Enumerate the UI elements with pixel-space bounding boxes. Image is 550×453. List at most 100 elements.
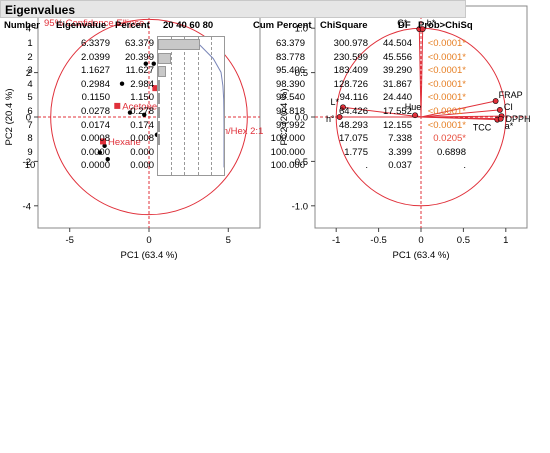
cell-df: 0.037	[388, 160, 412, 172]
group-label: Hexane	[108, 137, 141, 148]
loading-label: L*	[330, 97, 339, 107]
cell-prob: <0.0001*	[427, 38, 466, 49]
col-header-percent: Percent	[115, 20, 150, 31]
cell-df: 7.338	[388, 133, 412, 145]
cell-eigenvalue: 0.0000	[80, 146, 110, 158]
cumulative-curve	[199, 44, 224, 168]
col-header-eigenvalue: Eigenvalue	[56, 20, 107, 31]
confidence-ellipse-label: 95% Confidence Ellipse	[44, 18, 144, 29]
cell-cum-percent: 83.778	[275, 51, 305, 63]
loading-label: h°	[326, 114, 335, 124]
score-point	[97, 150, 103, 155]
cell-prob: <0.0001*	[427, 106, 466, 117]
cell-prob: .	[463, 160, 466, 172]
cell-chisquare: 1.775	[344, 146, 368, 158]
cell-df: 24.440	[382, 92, 412, 104]
cell-cum-percent: 95.406	[275, 65, 305, 77]
cell-number: 1	[27, 38, 33, 49]
scree-curve-svg	[199, 44, 224, 168]
cell-chisquare: 230.599	[333, 51, 368, 63]
cell-prob: <0.0001*	[427, 51, 466, 63]
loading-arrow	[420, 100, 496, 118]
cell-df: 12.155	[382, 119, 412, 131]
cell-cum-percent: 100.000	[270, 133, 305, 145]
cell-number: 6	[27, 106, 33, 117]
loading-point	[492, 98, 499, 104]
loading-label: DPPH	[506, 114, 531, 124]
cell-percent: 11.627	[125, 65, 154, 77]
y-tick-label: -2	[23, 157, 31, 168]
cell-eigenvalue: 0.0278	[80, 106, 110, 117]
bar-gridline	[184, 37, 186, 175]
bar-gridline	[210, 37, 212, 175]
y-tick-label: 0.0	[295, 113, 308, 124]
cell-chisquare: 183.409	[333, 65, 368, 77]
x-tick-label: -0.5	[370, 235, 386, 246]
y-tick-label: -4	[23, 201, 31, 212]
x-tick-label: 5	[226, 235, 231, 246]
percent-bar	[158, 39, 200, 50]
score-point	[151, 61, 156, 66]
percent-bar	[158, 120, 160, 132]
y-axis-label: PC2 (20.4 %)	[4, 88, 15, 145]
x-axis-label: PC1 (63.4 %)	[120, 250, 177, 261]
percent-bar	[158, 134, 160, 146]
x-axis-label: PC1 (63.4 %)	[392, 250, 449, 261]
eigenvalues-table: Eigenvalues Number Eigenvalue Percent 20…	[0, 0, 473, 180]
y-tick-label: -0.5	[292, 157, 308, 168]
cell-number: 4	[27, 78, 33, 90]
loadings-plot-svg: C* b* L* h° Hue FRAP CI DPPH TCC a* -1 -0.5 0 0.5 1 1.0…	[279, 5, 531, 261]
cell-number: 9	[27, 146, 33, 158]
col-header-number: Number	[4, 20, 40, 31]
percent-bar	[158, 79, 160, 91]
cell-number: 10	[24, 160, 36, 172]
loading-point	[412, 112, 418, 119]
cell-prob: 0.6898	[436, 146, 466, 158]
score-point	[142, 112, 147, 117]
cell-eigenvalue: 0.0008	[80, 133, 110, 145]
y-tick-label: -1.0	[292, 201, 308, 212]
group-label: Acetone	[122, 101, 157, 112]
score-point	[143, 61, 149, 66]
cell-cum-percent: 99.540	[275, 92, 305, 104]
cell-eigenvalue: 0.2984	[80, 78, 110, 90]
cell-df: 39.290	[382, 65, 412, 77]
x-tick-label: 1	[503, 235, 508, 246]
cell-prob: <0.0001*	[427, 65, 466, 77]
loading-label: TCC	[473, 123, 492, 133]
cell-percent: 0.000	[130, 146, 154, 158]
x-tick-label: 0	[146, 235, 151, 246]
cell-eigenvalue: 0.0000	[80, 160, 110, 172]
cell-eigenvalue: 2.0399	[80, 51, 110, 63]
cell-df: 44.504	[382, 38, 412, 49]
cell-prob: <0.0001*	[427, 92, 466, 104]
loading-point	[419, 26, 426, 32]
group-marker	[152, 85, 159, 92]
cell-cum-percent: 100.000	[270, 160, 305, 172]
col-header-df: DF	[398, 20, 411, 31]
cell-eigenvalue: 0.1150	[81, 92, 110, 104]
cell-eigenvalue: 6.3379	[80, 38, 110, 49]
loading-arrow	[420, 109, 500, 118]
x-tick-label: 0.5	[457, 235, 470, 246]
cell-number: 3	[27, 65, 33, 77]
loading-label: C*	[397, 18, 407, 28]
cell-percent: 20.399	[124, 51, 154, 63]
loading-label: a*	[505, 121, 514, 131]
percent-bar	[158, 52, 172, 64]
cell-df: 17.552	[382, 106, 412, 117]
cell-prob: <0.0001*	[427, 78, 466, 90]
cell-eigenvalue: 0.0174	[80, 119, 110, 131]
cell-cum-percent: 98.390	[275, 78, 305, 90]
y-tick-label: 0	[26, 113, 31, 124]
cell-percent: 2.984	[130, 78, 154, 90]
x-tick-label: -1	[332, 235, 340, 246]
col-header-cum-percent: Cum Percent	[253, 20, 312, 31]
bar-gridline	[171, 37, 173, 175]
group-marker	[100, 138, 107, 145]
bar-gridline	[197, 37, 199, 175]
cell-eigenvalue: 1.1627	[80, 65, 110, 77]
loading-point	[497, 115, 504, 122]
cell-percent: 0.278	[130, 106, 154, 117]
cell-chisquare: 300.978	[333, 38, 368, 49]
